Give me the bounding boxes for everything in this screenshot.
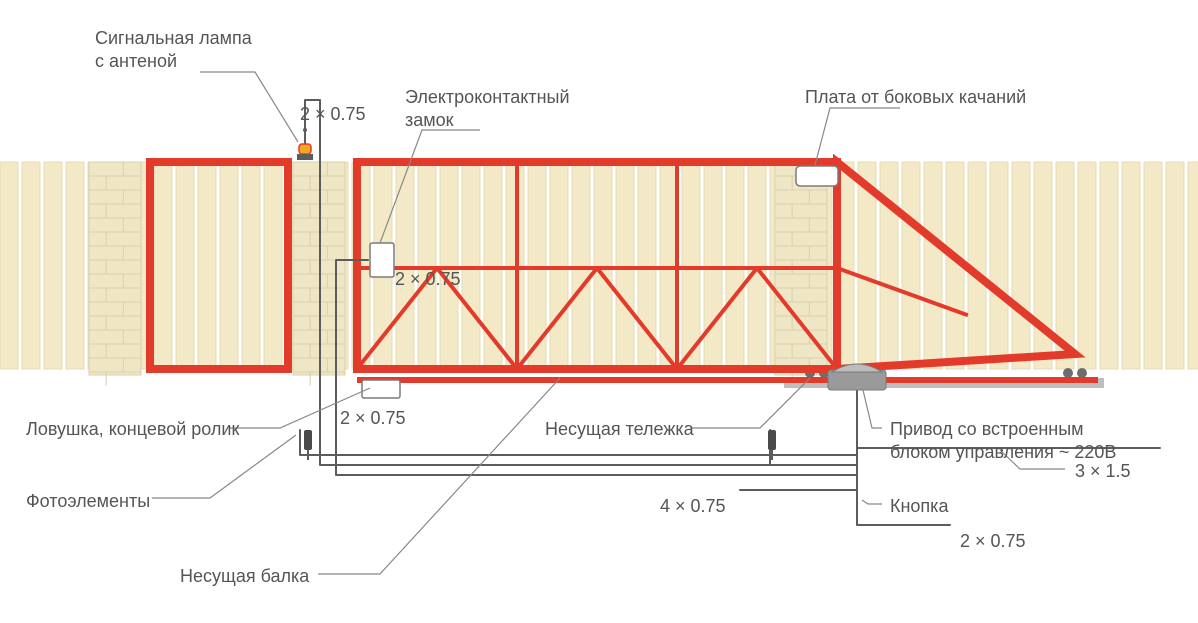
- label-photo-elements: Фотоэлементы: [26, 490, 150, 513]
- brick-pillar-0: [89, 162, 141, 386]
- leader-line-2: [815, 108, 900, 165]
- leader-line-8: [862, 500, 882, 504]
- leader-line-4: [152, 435, 296, 498]
- wire-spec-4: 4 × 0.75: [660, 495, 726, 518]
- label-trap-roller: Ловушка, концевой ролик: [26, 418, 239, 441]
- wire-1: [770, 390, 857, 465]
- label-drive-unit: Привод со встроенным блоком управления ~…: [890, 418, 1116, 463]
- label-carrying-trolley: Несущая тележка: [545, 418, 694, 441]
- label-button: Кнопка: [890, 495, 948, 518]
- roller-3: [1077, 368, 1087, 378]
- roller-2: [1063, 368, 1073, 378]
- wire-spec-1: 2 × 0.75: [300, 103, 366, 126]
- label-carrying-beam: Несущая балка: [180, 565, 309, 588]
- wire-spec-3: 2 × 0.75: [340, 407, 406, 430]
- signal-lamp-icon: [297, 128, 313, 160]
- wire-spec-2: 2 × 0.75: [395, 268, 461, 291]
- brick-pillar-2: [775, 162, 827, 386]
- label-electro-lock: Электроконтактный замок: [405, 86, 570, 131]
- leader-line-0: [200, 72, 298, 142]
- label-side-sway-plate: Плата от боковых качаний: [805, 86, 1026, 109]
- side-sway-plate-icon: [796, 166, 838, 186]
- label-signal-lamp: Сигнальная лампа с антеной: [95, 27, 252, 72]
- leader-line-7: [863, 390, 882, 428]
- wire-spec-5: 2 × 0.75: [960, 530, 1026, 553]
- fence: [0, 162, 1198, 369]
- wire-spec-6: 3 × 1.5: [1075, 460, 1131, 483]
- electro-lock-icon: [370, 243, 394, 277]
